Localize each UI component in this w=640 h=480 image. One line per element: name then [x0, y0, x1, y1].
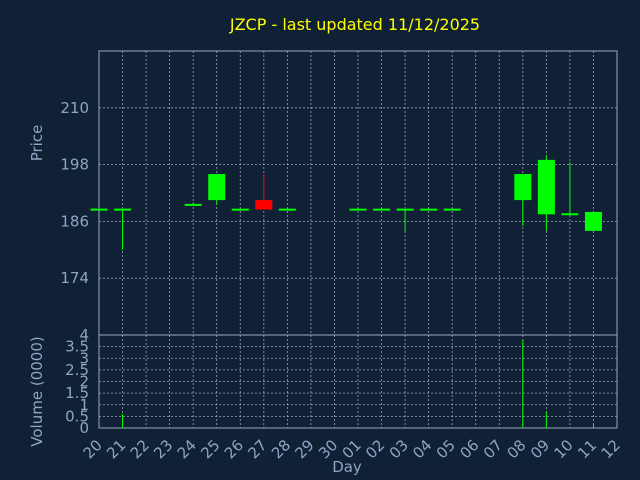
volume-tick-label: 1 [79, 396, 89, 414]
x-tick-label: 29 [292, 436, 318, 462]
x-tick-label: 28 [268, 436, 294, 462]
x-tick-label: 05 [433, 436, 459, 462]
candle-body [537, 159, 555, 215]
candle-body [584, 211, 602, 231]
volume-tick-label: 1.5 [65, 384, 89, 402]
volume-tick-label: 3 [79, 349, 89, 367]
x-tick-label: 10 [551, 436, 577, 462]
x-tick-label: 23 [150, 436, 176, 462]
x-tick-label: 02 [362, 436, 388, 462]
x-tick-label: 20 [80, 436, 106, 462]
x-tick-label: 26 [221, 436, 247, 462]
price-tick-label: 198 [60, 156, 89, 174]
candle [396, 208, 414, 231]
x-tick-label: 11 [574, 436, 600, 462]
x-tick-label: 07 [480, 436, 506, 462]
volume-panel-frame [98, 334, 618, 429]
x-tick-label: 21 [103, 436, 129, 462]
price-tick-label: 186 [60, 212, 89, 230]
candle-body [255, 200, 273, 210]
price-axis-title: Price [28, 125, 46, 162]
candle [537, 155, 555, 231]
x-tick-label: 04 [409, 436, 435, 462]
price-tick-label: 174 [60, 269, 89, 287]
candle [208, 174, 226, 205]
volume-tick-label: 0.5 [65, 407, 89, 425]
volume-tick-label: 4 [79, 326, 89, 344]
x-tick-label: 22 [127, 436, 153, 462]
x-tick-label: 24 [174, 436, 200, 462]
price-tick-label: 210 [60, 99, 89, 117]
chart-title: JZCP - last updated 11/12/2025 [229, 15, 480, 34]
candle [255, 174, 273, 210]
candle [514, 174, 532, 227]
volume-axis-title: Volume (0000) [28, 336, 46, 446]
candle [184, 202, 202, 206]
candle [114, 208, 132, 250]
volume-tick-label: 3.5 [65, 338, 89, 356]
x-tick-label: 03 [386, 436, 412, 462]
candle [561, 162, 579, 216]
x-tick-label: 25 [197, 436, 223, 462]
x-tick-label: 09 [527, 436, 553, 462]
candle-body [208, 174, 226, 201]
volume-tick-label: 2 [79, 373, 89, 391]
candle-body [514, 174, 532, 201]
volume-tick-label: 2.5 [65, 361, 89, 379]
volume-tick-label: 0 [79, 419, 89, 437]
x-tick-label: 08 [503, 436, 529, 462]
x-tick-label: 06 [456, 436, 482, 462]
x-tick-label: 27 [244, 436, 270, 462]
x-axis-title: Day [332, 458, 362, 476]
candle [584, 211, 602, 231]
x-tick-label: 12 [598, 436, 624, 462]
